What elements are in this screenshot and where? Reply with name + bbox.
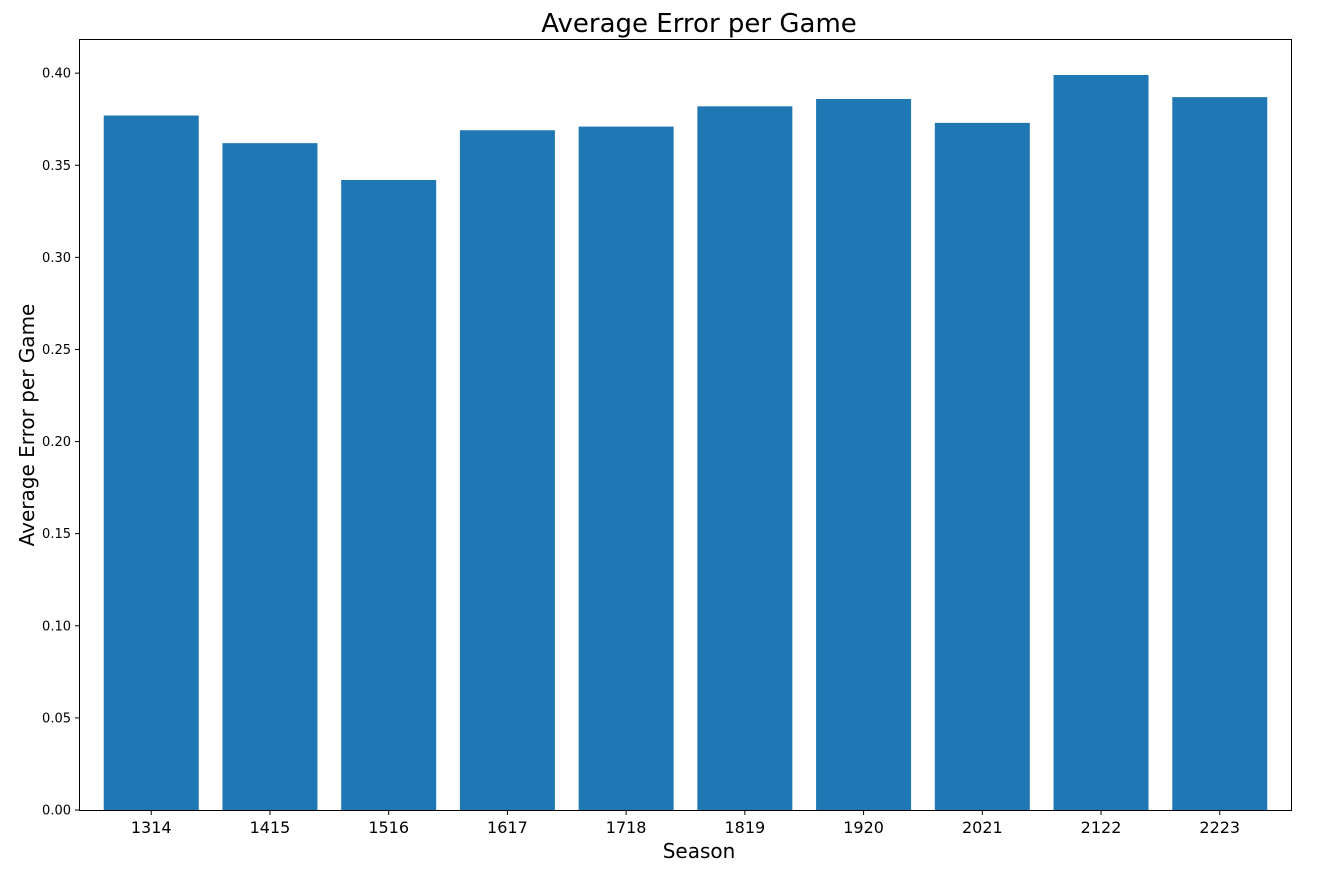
x-tick-label: 1819 — [725, 818, 766, 837]
y-tick-label: 0.15 — [42, 527, 71, 542]
y-axis: 0.00 0.05 0.10 0.15 0.20 0.25 0.30 0.35 0.40 — [42, 67, 80, 819]
chart-title: Average Error per Game — [541, 9, 857, 39]
y-tick-label: 0.40 — [42, 67, 71, 82]
bar-1617 — [459, 130, 555, 810]
x-tick-label: 2122 — [1081, 818, 1122, 837]
x-axis: 1314 1415 1516 1617 1718 1819 1920 2021 2122 2223 — [131, 810, 1240, 837]
x-tick-label: 1415 — [250, 818, 291, 837]
bar-2021 — [934, 122, 1030, 810]
bar-1314 — [103, 115, 199, 810]
y-tick-label: 0.30 — [42, 251, 71, 266]
y-tick-label: 0.00 — [42, 804, 71, 819]
bar-1819 — [697, 106, 793, 810]
y-axis-label: Average Error per Game — [15, 304, 39, 547]
x-tick-label: 1920 — [843, 818, 884, 837]
bar-1516 — [341, 180, 437, 810]
bar-2122 — [1053, 75, 1149, 810]
y-tick-label: 0.35 — [42, 159, 71, 174]
bar-1718 — [578, 126, 674, 810]
y-tick-label: 0.05 — [42, 711, 71, 726]
x-tick-label: 1516 — [368, 818, 409, 837]
bar-1920 — [816, 98, 912, 810]
x-tick-label: 2223 — [1199, 818, 1240, 837]
x-tick-label: 1617 — [487, 818, 528, 837]
x-tick-label: 2021 — [962, 818, 1003, 837]
x-axis-label: Season — [663, 839, 736, 863]
bar-1415 — [222, 143, 318, 810]
bar-2223 — [1172, 97, 1268, 811]
x-tick-label: 1314 — [131, 818, 172, 837]
plot-frame — [79, 39, 1292, 811]
y-tick-label: 0.25 — [42, 343, 71, 358]
y-tick-label: 0.20 — [42, 435, 71, 450]
x-tick-label: 1718 — [606, 818, 647, 837]
y-tick-label: 0.10 — [42, 619, 71, 634]
bars-group — [103, 75, 1268, 811]
